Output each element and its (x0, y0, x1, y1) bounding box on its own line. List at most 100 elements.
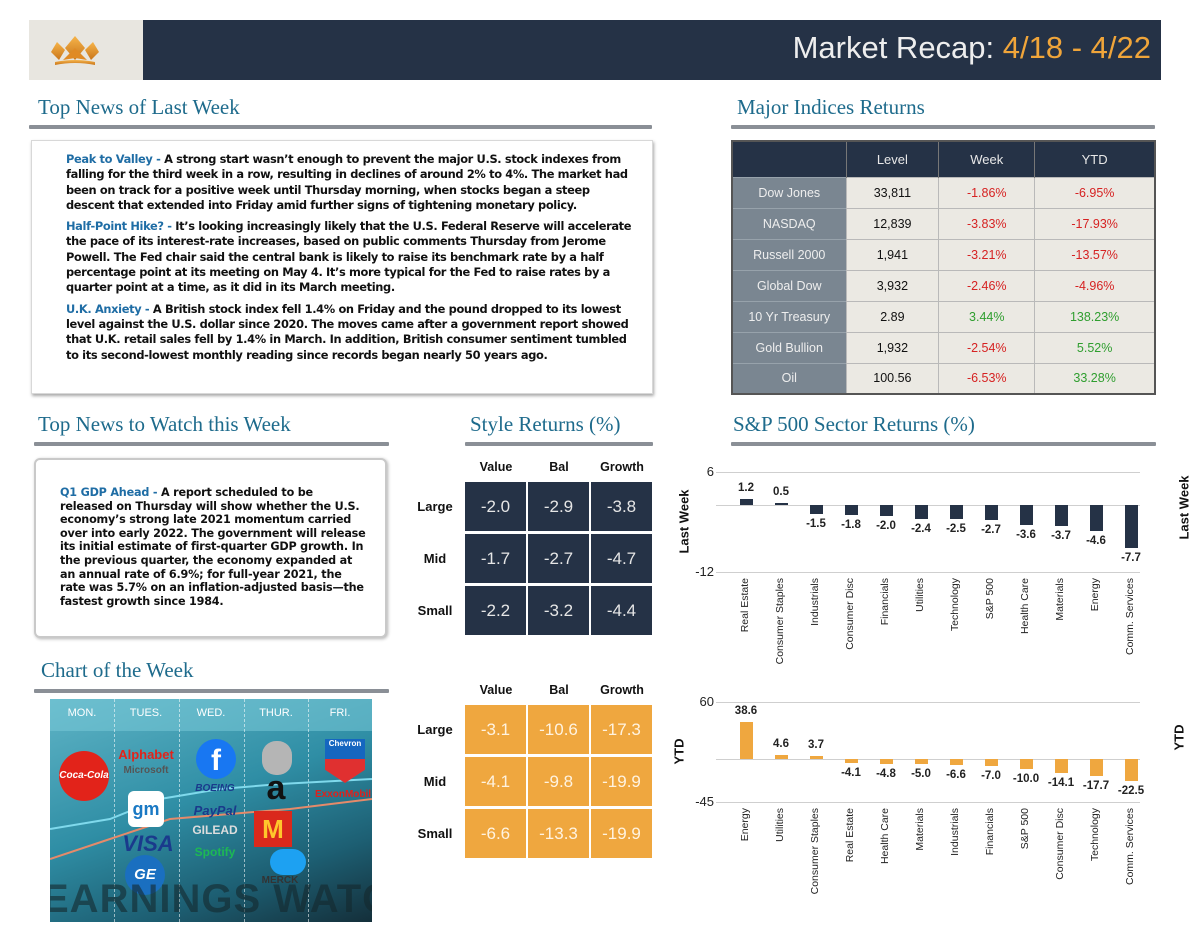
section-divider (731, 125, 1155, 129)
data-label: 4.6 (773, 737, 789, 750)
category-label: Utilities (914, 578, 926, 612)
page-title: Market Recap: 4/18 - 4/22 (793, 30, 1151, 66)
trend-lines (50, 778, 372, 860)
day-label: MON. (67, 707, 97, 719)
style-return-cell: -2.7 (528, 534, 589, 583)
gridline-top (716, 702, 1140, 703)
y-tick-max: 6 (706, 464, 714, 479)
index-ytd-return: -6.95% (1034, 176, 1155, 208)
index-level: 33,811 (845, 176, 939, 208)
style-return-cell: -4.4 (591, 586, 652, 635)
bar (1125, 505, 1138, 549)
news-watch-box: Q1 GDP Ahead - A report scheduled to be … (34, 458, 387, 638)
exxonmobil-logo: ExxonMobil (314, 789, 372, 800)
style-return-cell: -3.8 (591, 482, 652, 531)
data-label: -5.0 (911, 767, 931, 780)
style-row-header: Small (417, 603, 453, 618)
category-label: Real Estate (739, 578, 751, 633)
y-axis-label-right: Last Week (1176, 475, 1192, 540)
visa-logo: VISA (122, 831, 174, 856)
style-returns-last-week-grid: Value Bal Growth Large -2.0 -2.9 -3.8 Mid -1.7 -2… (412, 460, 662, 640)
sector-returns-last-week-chart: 6 -12 Last Week Last Week 1.2 Real Estate 0.5 C… (670, 460, 1200, 664)
microsoft-logo: Microsoft (123, 765, 169, 776)
style-return-cell: -4.7 (591, 534, 652, 583)
data-label: -6.6 (946, 769, 966, 782)
style-column-header: Bal (549, 460, 569, 474)
category-label: Consumer Disc (1054, 808, 1066, 880)
style-column-header: Growth (600, 683, 644, 697)
style-return-cell: -9.8 (528, 757, 589, 806)
style-column-header: Value (479, 683, 513, 697)
style-row-header: Mid (423, 774, 447, 789)
data-label: 1.2 (738, 481, 754, 494)
bar (775, 754, 788, 760)
style-return-cell: -1.7 (465, 534, 526, 583)
bar (1125, 759, 1138, 781)
index-week-return: -3.83% (938, 207, 1035, 239)
category-label: Industrials (809, 578, 821, 626)
logo-arrow (115, 20, 143, 80)
bar (775, 502, 788, 506)
spotify-logo: Spotify (194, 845, 236, 859)
table-row: 10 Yr Treasury 2.89 3.44% 138.23% (731, 300, 1155, 332)
data-label: -10.0 (1012, 772, 1040, 785)
index-name: Global Dow (731, 269, 846, 301)
index-name: NASDAQ (731, 207, 846, 239)
ge-logo: GE (125, 855, 165, 895)
bar (1055, 759, 1068, 773)
chart-of-week-image: MON. TUES. WED. THUR. FRI. Coca-Cola Alp… (50, 699, 372, 922)
bar (740, 498, 753, 506)
column-header (732, 141, 846, 177)
index-ytd-return: -13.57% (1034, 238, 1155, 270)
y-axis-label-left: Last Week (676, 489, 692, 554)
bar (880, 505, 893, 517)
section-title-style-returns: Style Returns (%) (470, 412, 621, 436)
category-label: Materials (914, 808, 926, 851)
style-column-header: Bal (549, 683, 569, 697)
section-divider (34, 689, 389, 693)
apple-logo: Apple (262, 741, 292, 775)
index-level: 100.56 (845, 362, 939, 394)
table-row: Gold Bullion 1,932 -2.54% 5.52% (731, 331, 1155, 363)
y-tick-min: -12 (695, 564, 714, 579)
day-separator (179, 699, 180, 922)
bar (1020, 759, 1033, 769)
news-watch-lead: Q1 GDP Ahead - (60, 486, 161, 499)
column-header-level: Level (845, 141, 939, 177)
column-header-ytd: YTD (1034, 141, 1155, 177)
section-title-top-news-last-week: Top News of Last Week (38, 95, 240, 119)
data-label: -4.6 (1086, 534, 1106, 547)
section-divider (465, 442, 653, 446)
section-title-chart-of-week: Chart of the Week (41, 658, 194, 682)
style-return-cell: -13.3 (528, 809, 589, 858)
day-label: FRI. (329, 707, 351, 719)
data-label: -4.8 (876, 767, 896, 780)
news-item-text: A strong start wasn’t enough to prevent … (66, 152, 628, 212)
category-label: Technology (949, 578, 961, 632)
data-label: 38.6 (734, 705, 758, 718)
section-divider (34, 442, 389, 446)
index-level: 3,932 (845, 269, 939, 301)
data-label: -2.5 (946, 523, 966, 536)
style-return-cell: -3.2 (528, 586, 589, 635)
coca-cola-logo: Coca-Cola (59, 751, 109, 801)
style-column-header: Growth (600, 460, 644, 474)
category-label: Technology (1089, 808, 1101, 862)
news-last-week-box: Peak to Valley - A strong start wasn’t e… (31, 140, 653, 394)
bar (985, 759, 998, 766)
category-label: Energy (739, 808, 751, 842)
table-header-row: Level Week YTD (732, 141, 1155, 177)
bar (810, 505, 823, 514)
news-item-lead: U.K. Anxiety - (66, 301, 153, 316)
y-tick-max: 60 (699, 694, 714, 709)
title-dates: 4/18 - 4/22 (1002, 30, 1151, 65)
index-level: 1,932 (845, 331, 939, 363)
style-return-cell: -10.6 (528, 705, 589, 754)
day-label: TUES. (129, 707, 163, 719)
title-prefix: Market Recap: (792, 30, 1003, 65)
bar (915, 505, 928, 519)
category-label: Health Care (1019, 578, 1031, 635)
sector-returns-ytd-chart: 60 -45 YTD YTD 38.6 Energy 4.6 Utilities 3.7 Cons… (670, 690, 1200, 927)
style-column-header: Value (479, 460, 513, 474)
bar (880, 759, 893, 764)
